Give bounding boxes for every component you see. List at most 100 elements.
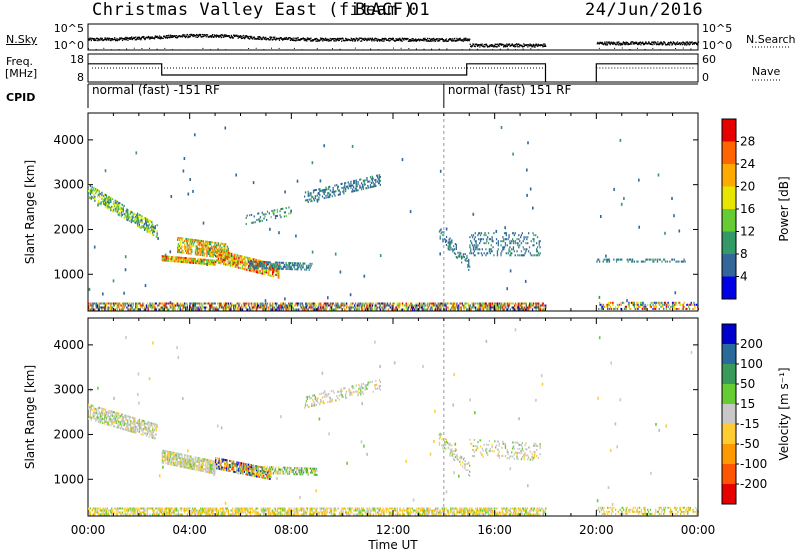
power-panel-cell — [304, 306, 306, 309]
power-panel-cell — [273, 267, 275, 270]
power-panel-cell — [136, 308, 139, 311]
power-panel-cell — [499, 308, 502, 311]
noise-point — [258, 36, 260, 38]
power-panel-cell — [473, 238, 475, 241]
power-panel-cell — [224, 243, 226, 246]
power-panel-cell — [279, 261, 281, 264]
noise-point — [621, 43, 623, 45]
power-panel-cell — [251, 262, 253, 265]
power-panel-cell — [500, 244, 502, 247]
power-panel-cell — [126, 208, 128, 211]
noise-point — [92, 38, 94, 40]
power-panel-cell — [389, 302, 391, 305]
power-panel-cell — [490, 306, 492, 309]
power-panel-cell — [636, 305, 638, 308]
velocity-panel-cell — [115, 415, 117, 418]
velocity-panel-cell — [122, 428, 124, 431]
power-panel-cell — [201, 244, 204, 247]
power-panel-cell — [351, 190, 353, 193]
power-panel-cell — [128, 302, 131, 305]
power-panel-cell — [227, 258, 229, 261]
power-panel-cell — [179, 247, 181, 250]
velocity-panel-cell — [89, 408, 92, 411]
noise-point — [166, 37, 168, 39]
power-panel-cell — [112, 198, 114, 201]
noise-point — [637, 42, 640, 45]
velocity-panel-cell — [108, 411, 110, 414]
power-panel-cell — [478, 308, 480, 311]
noise-point — [437, 40, 439, 42]
velocity-panel-cell — [88, 406, 91, 409]
power-panel-cell — [488, 248, 491, 251]
power-panel-cell — [318, 196, 320, 199]
power-panel-cell — [155, 302, 157, 305]
power-panel-cell — [629, 258, 631, 261]
velocity-panel-cell — [97, 412, 100, 415]
power-panel-cell — [226, 263, 228, 266]
power-panel-cell — [417, 302, 419, 305]
nsearch-point — [499, 48, 501, 50]
noise-point — [523, 43, 525, 45]
power-panel-cell — [269, 268, 271, 271]
power-panel-cell — [510, 252, 512, 255]
power-panel-cell — [296, 302, 298, 305]
nsearch-point — [522, 48, 524, 50]
power-panel-cell — [237, 264, 239, 267]
power-panel-cell — [293, 308, 295, 311]
power-panel-cell — [181, 308, 183, 311]
power-panel-cell — [179, 241, 181, 244]
power-panel-cell — [440, 232, 442, 235]
power-panel-cell — [644, 305, 646, 308]
power-panel-cell — [248, 267, 251, 270]
power-panel-cell — [108, 202, 110, 205]
power-panel-cell — [163, 255, 165, 258]
power-panel-cell — [337, 302, 339, 305]
noise-point — [192, 34, 195, 36]
noise-point — [327, 38, 329, 41]
power-panel-cell — [332, 191, 334, 193]
power-panel-cell — [222, 242, 224, 245]
power-panel-cell — [407, 306, 409, 309]
noise-point — [600, 41, 602, 44]
noise-point — [193, 35, 195, 38]
power-panel-cell — [671, 258, 673, 261]
power-panel-cell — [509, 302, 511, 305]
power-panel-cell — [669, 307, 671, 310]
power-panel-cell — [115, 206, 117, 209]
power-panel-cell — [264, 271, 266, 274]
power-panel-cell — [530, 240, 532, 243]
power-panel-cell — [285, 215, 287, 218]
power-panel-cell — [206, 252, 208, 255]
noise-point — [622, 41, 625, 43]
power-panel-cell — [532, 244, 534, 247]
power-panel-cell — [483, 304, 486, 307]
power-panel-cell — [177, 308, 179, 311]
nave-label: Nave — [752, 65, 781, 78]
power-panel-cell — [148, 219, 150, 222]
power-panel-cell — [182, 251, 184, 254]
power-panel-cell — [379, 175, 381, 178]
power-panel-cell — [190, 261, 192, 264]
power-panel-cell — [354, 302, 357, 305]
power-panel-cell — [233, 304, 235, 307]
power-panel-cell — [263, 304, 265, 307]
power-panel-cell — [229, 262, 231, 265]
noise-point — [196, 36, 199, 38]
power-panel-cell — [679, 301, 681, 304]
velocity-panel-cell — [111, 410, 113, 413]
power-panel-cell — [183, 259, 185, 261]
power-panel-cell — [688, 307, 691, 310]
power-panel-cell — [454, 302, 456, 305]
velocity-panel-cell — [118, 424, 120, 427]
power-panel-cell — [523, 302, 526, 305]
power-panel-cell — [280, 306, 282, 309]
power-panel-cell — [268, 266, 270, 269]
power-panel-cell — [456, 302, 458, 305]
power-panel-cell — [98, 192, 100, 195]
power-panel-cell — [472, 246, 475, 249]
power-panel-cell — [379, 308, 382, 311]
power-panel-cell — [193, 259, 195, 262]
power-panel-cell — [119, 212, 121, 215]
power-panel-cell — [187, 248, 189, 251]
power-panel-cell — [309, 306, 311, 309]
